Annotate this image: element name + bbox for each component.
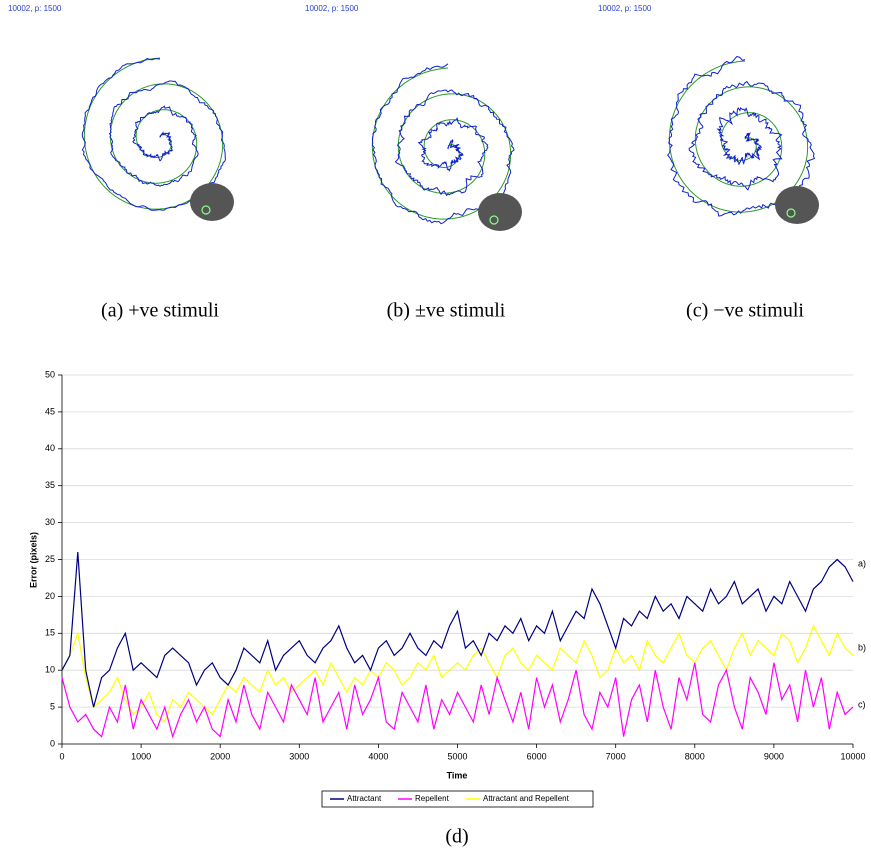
x-axis-title: Time <box>447 770 468 780</box>
x-tick-label: 2000 <box>210 751 230 761</box>
legend-label: Repellent <box>415 794 450 803</box>
panel-label: 10002, p: 1500 <box>8 4 62 13</box>
agent-blob <box>775 186 819 224</box>
x-tick-label: 6000 <box>527 751 547 761</box>
legend-label: Attractant and Repellent <box>483 794 570 803</box>
x-tick-label: 5000 <box>447 751 467 761</box>
y-tick-label: 15 <box>45 628 55 638</box>
y-tick-label: 10 <box>45 665 55 675</box>
y-tick-label: 35 <box>45 480 55 490</box>
x-tick-label: 8000 <box>685 751 705 761</box>
y-tick-label: 25 <box>45 554 55 564</box>
panel-label: 10002, p: 1500 <box>305 4 359 13</box>
y-tick-label: 5 <box>50 701 55 711</box>
x-tick-label: 4000 <box>368 751 388 761</box>
y-tick-label: 30 <box>45 517 55 527</box>
x-tick-label: 7000 <box>606 751 626 761</box>
y-tick-label: 45 <box>45 406 55 416</box>
series-line <box>61 552 854 708</box>
x-tick-label: 1000 <box>131 751 151 761</box>
tracked-path <box>667 56 816 217</box>
agent-blob <box>190 183 234 221</box>
x-tick-label: 9000 <box>764 751 784 761</box>
x-tick-label: 3000 <box>289 751 309 761</box>
x-tick-label: 10000 <box>840 751 865 761</box>
agent-blob <box>478 193 522 231</box>
annotation: a) <box>858 558 866 568</box>
panel-caption: (b) ±ve stimuli <box>387 300 506 322</box>
series-line <box>61 662 854 739</box>
annotation: c) <box>858 699 866 709</box>
panel-caption: (a) +ve stimuli <box>101 300 219 322</box>
agent-marker <box>786 208 796 218</box>
series-line <box>61 624 854 723</box>
y-tick-label: 50 <box>45 369 55 379</box>
panel-label: 10002, p: 1500 <box>598 4 652 13</box>
y-tick-label: 0 <box>50 738 55 748</box>
agent-marker <box>489 215 499 225</box>
panel-caption: (c) −ve stimuli <box>686 300 804 322</box>
y-axis-title: Error (pixels) <box>28 532 38 588</box>
tracked-path <box>81 58 227 211</box>
x-tick-label: 0 <box>59 751 64 761</box>
spiral-images <box>81 56 819 231</box>
legend-box <box>321 790 594 808</box>
y-tick-label: 40 <box>45 443 55 453</box>
agent-marker <box>201 205 211 215</box>
legend-label: Attractant <box>347 794 382 803</box>
target-spiral <box>83 57 224 210</box>
chart-caption: (d) <box>445 826 468 848</box>
y-tick-label: 20 <box>45 591 55 601</box>
tracked-path <box>371 63 515 225</box>
annotation: b) <box>858 642 866 652</box>
